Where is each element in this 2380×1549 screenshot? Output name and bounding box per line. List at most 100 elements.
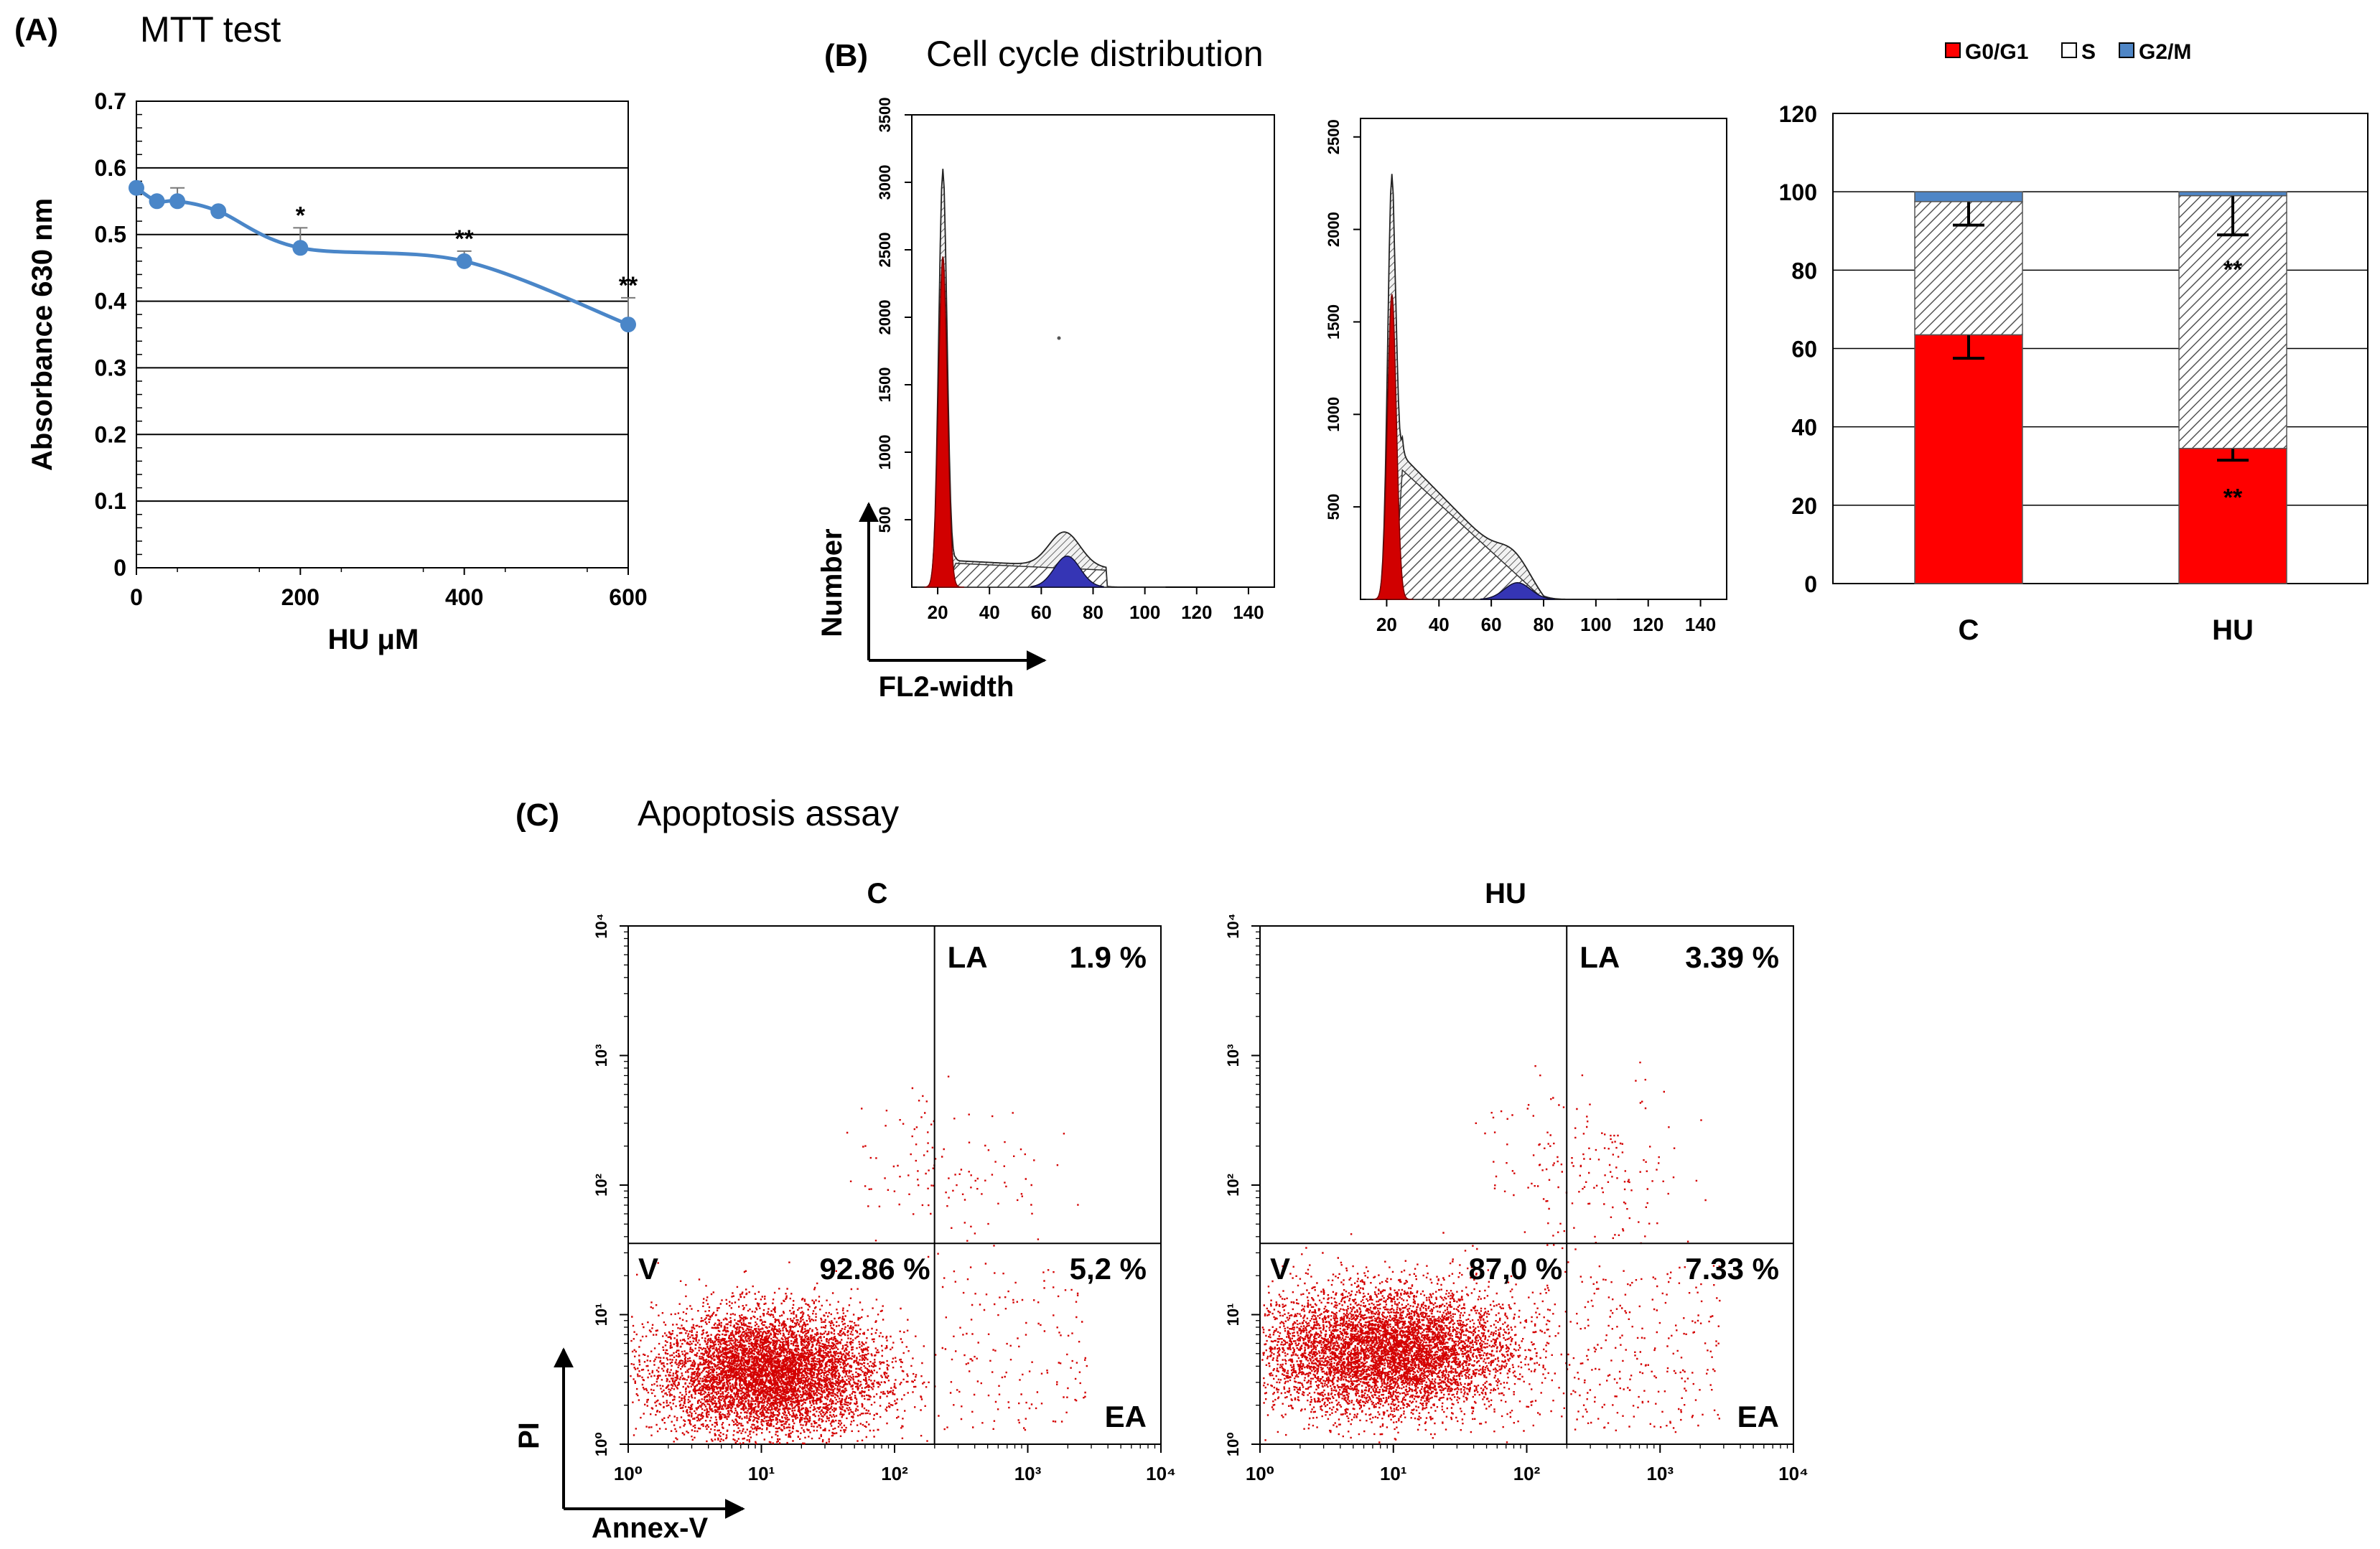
histogram-y-axis-title: Number <box>816 528 848 637</box>
bar-y-tick-label: 120 <box>1779 101 1817 127</box>
panel-b-title: Cell cycle distribution <box>926 34 1264 74</box>
bar-y-tick-label: 60 <box>1791 337 1817 362</box>
panel-b-label: (B) <box>824 38 868 73</box>
c-dot-quadrant-v-label: V <box>638 1252 658 1286</box>
hu-hist-y-tick-label: 1000 <box>1325 397 1343 432</box>
bar-y-tick-label: 80 <box>1791 258 1817 284</box>
c-dot-x-tick-label: 10¹ <box>748 1463 775 1484</box>
hu-hist-x-tick-label: 100 <box>1580 614 1611 635</box>
hu-dot-quadrant-ea-value: 7.33 % <box>1685 1252 1779 1286</box>
c-hist-y-tick-label: 2000 <box>876 300 894 335</box>
c-hist-x-tick-label: 60 <box>1031 602 1052 623</box>
hu-hist-x-tick-label: 20 <box>1376 614 1397 635</box>
panel-a-mtt-chart: (A) MTT test 0 0.1 0.2 0.3 0.4 0.5 0.6 0.7 0 200 4… <box>14 9 648 655</box>
c-dot-event-dots <box>630 1075 1088 1445</box>
c-hist-x-tick-label: 100 <box>1129 602 1160 623</box>
bar-category-label: HU <box>2212 614 2254 646</box>
c-hist-y-tick-label: 2500 <box>876 233 894 268</box>
bar-segment-s-hu <box>2178 195 2287 449</box>
panel-a-x-tick-label: 400 <box>445 584 483 610</box>
legend-label-g2m: G2/M <box>2139 40 2191 64</box>
bar-significance-mark: ** <box>2223 485 2243 512</box>
panel-a-y-tick-label: 0.6 <box>95 155 126 181</box>
panel-a-y-tick-label: 0.2 <box>95 421 126 447</box>
panel-a-significance-mark: ** <box>619 272 638 299</box>
panel-a-data-point <box>456 253 472 269</box>
hu-g2m-peak <box>1480 582 1555 600</box>
hu-dot-x-tick-label: 10² <box>1513 1463 1541 1484</box>
hu-hist-x-tick-label: 120 <box>1633 614 1663 635</box>
panel-a-data-point <box>292 240 309 256</box>
hu-hist-x-tick-label: 40 <box>1429 614 1450 635</box>
dotplot-hu-title: HU <box>1485 878 1526 909</box>
bar-segment-g2m-hu <box>2178 191 2287 197</box>
hu-hist-y-tick-label: 500 <box>1325 494 1343 520</box>
panel-a-x-tick-label: 600 <box>609 584 647 610</box>
panel-b-cell-cycle: (B) Cell cycle distribution 20 40 60 80 100 1… <box>816 34 2369 703</box>
hu-hist-x-tick-label: 140 <box>1685 614 1716 635</box>
c-hist-x-tick-label: 120 <box>1181 602 1212 623</box>
hu-g0g1-peak <box>1373 294 1414 600</box>
legend-swatch-g0g1 <box>1945 42 1961 58</box>
c-dot-x-tick-label: 10⁴ <box>1146 1463 1176 1484</box>
bar-y-tick-label: 0 <box>1804 571 1817 597</box>
c-hist-y-tick-label: 1000 <box>876 435 894 470</box>
c-dot-quadrant-la-label: LA <box>948 940 988 974</box>
hu-dot-quadrant-v-label: V <box>1270 1252 1290 1286</box>
bar-legend: G0/G1 S G2/M <box>1945 40 2191 64</box>
panel-a-x-tick-label: 200 <box>281 584 319 610</box>
panel-a-data-point <box>210 203 227 220</box>
panel-c-title: Apoptosis assay <box>638 793 899 833</box>
panel-a-significance-mark: ** <box>454 225 474 253</box>
panel-a-data-point <box>169 193 186 210</box>
bar-significance-mark: ** <box>2223 256 2243 284</box>
hu-s-phase-area <box>1391 469 1549 600</box>
c-histogram-stray-event <box>1057 336 1061 340</box>
hu-dot-y-tick-label: 10⁰ <box>1224 1432 1242 1456</box>
c-dot-y-tick-label: 10¹ <box>592 1304 610 1326</box>
histogram-control: 20 40 60 80 100 120 140 500 1000 1500 2000 2500 3000… <box>876 98 1275 623</box>
legend-swatch-g2m <box>2119 42 2134 58</box>
panel-c-apoptosis: (C) Apoptosis assay C LA 1.9 % V 92.86 % 5,2… <box>513 793 1809 1544</box>
legend-label-g0g1: G0/G1 <box>1965 40 2028 64</box>
histogram-control-frame <box>911 114 1275 588</box>
hu-dot-quadrant-ea-label: EA <box>1737 1400 1779 1433</box>
legend-label-s: S <box>2081 40 2096 64</box>
bar-y-tick-label: 100 <box>1779 179 1817 205</box>
dotplot-control: C LA 1.9 % V 92.86 % 5,2 % EA 10⁰ 10¹ 10² 10³ 10⁴… <box>592 878 1176 1484</box>
panel-c-label: (C) <box>515 797 559 833</box>
panel-a-x-tick-label: 0 <box>130 584 143 610</box>
c-dot-y-tick-label: 10² <box>592 1174 610 1197</box>
c-dot-quadrant-v-value: 92.86 % <box>820 1252 930 1286</box>
c-hist-y-tick-label: 500 <box>876 507 894 533</box>
c-dot-x-tick-label: 10⁰ <box>614 1463 643 1484</box>
hu-histogram-envelope <box>1366 174 1617 600</box>
stacked-bar-chart: G0/G1 S G2/M ** ** 0 20 40 60 80 100 120 C HU <box>1779 40 2369 646</box>
hu-dot-y-tick-label: 10⁴ <box>1224 913 1242 938</box>
c-hist-x-tick-label: 80 <box>1083 602 1103 623</box>
panel-a-label: (A) <box>14 12 58 47</box>
bar-segment-g2m-c <box>1914 191 2023 202</box>
c-dot-quadrant-la-value: 1.9 % <box>1070 940 1147 974</box>
c-hist-y-tick-label: 3500 <box>876 98 894 133</box>
panel-a-series-line <box>135 186 629 327</box>
panel-a-x-axis-title: HU μM <box>328 624 419 655</box>
bar-y-tick-label: 20 <box>1791 493 1817 519</box>
panel-a-data-point <box>620 317 636 333</box>
dotplot-x-axis-title: Annex-V <box>592 1512 709 1544</box>
hu-dot-x-tick-label: 10³ <box>1646 1463 1674 1484</box>
hu-hist-x-tick-label: 80 <box>1534 614 1554 635</box>
c-dot-quadrant-ea-value: 5,2 % <box>1070 1252 1147 1286</box>
panel-a-data-point <box>149 193 165 210</box>
hu-dot-x-tick-label: 10¹ <box>1380 1463 1407 1484</box>
bar-y-tick-label: 40 <box>1791 415 1817 441</box>
c-g2m-peak <box>1030 556 1104 588</box>
panel-a-plot-frame <box>136 100 629 568</box>
histogram-hu: 20 40 60 80 100 120 140 500 1000 1500 2000 2500 <box>1325 118 1727 635</box>
c-hist-x-tick-label: 20 <box>928 602 948 623</box>
panel-a-y-tick-label: 0.4 <box>95 289 127 314</box>
hu-dot-y-tick-label: 10² <box>1224 1174 1242 1197</box>
dotplot-control-title: C <box>867 878 888 909</box>
bar-segment-g0g1-c <box>1914 334 2023 584</box>
hu-dot-x-tick-label: 10⁰ <box>1246 1463 1274 1484</box>
